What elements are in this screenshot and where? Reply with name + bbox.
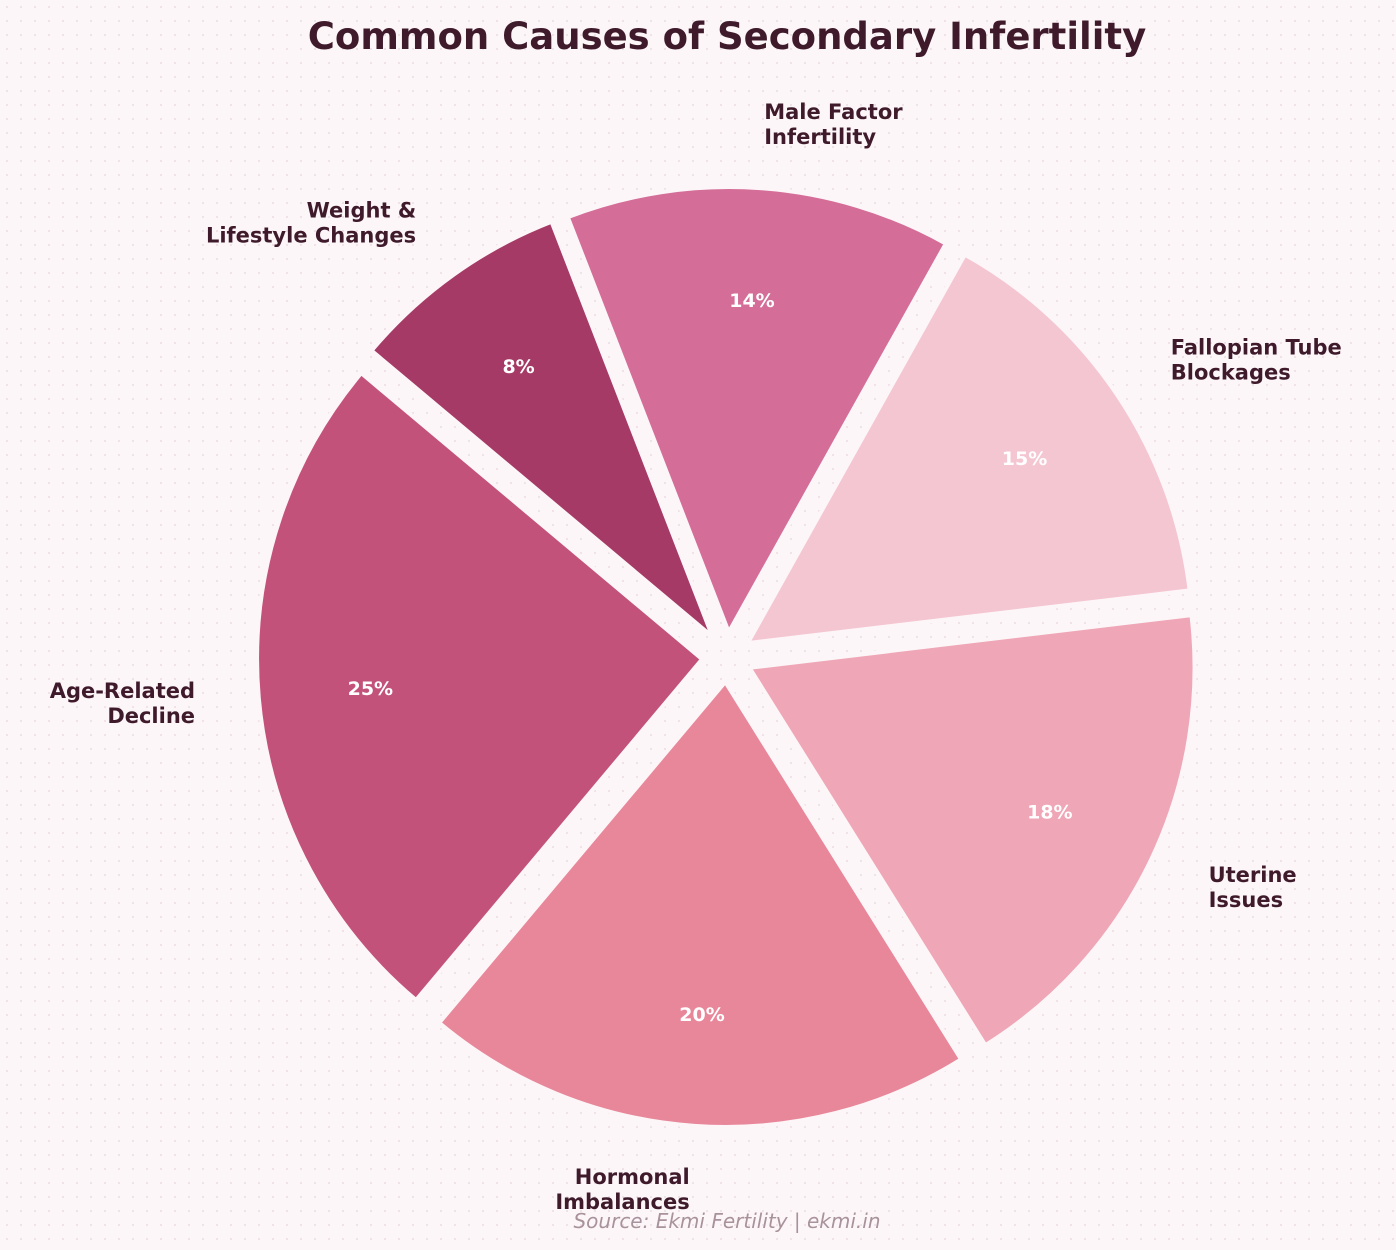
pie-slice xyxy=(746,612,1197,1048)
slice-category-label: Age-Related xyxy=(50,679,195,703)
slice-category-label: Male Factor xyxy=(764,100,903,124)
slice-percent-label: 14% xyxy=(729,290,774,312)
slice-category-label: Lifestyle Changes xyxy=(206,223,416,247)
slice-percent-label: 18% xyxy=(1027,802,1072,824)
slice-category-label: Weight & xyxy=(307,198,417,222)
slices-group xyxy=(255,185,1197,1129)
slice-category-label: Blockages xyxy=(1171,360,1291,384)
slice-category-label: Decline xyxy=(107,704,195,728)
slice-percent-label: 8% xyxy=(502,356,534,378)
pie-slice xyxy=(565,185,949,637)
slice-category-label: Hormonal xyxy=(575,1165,690,1189)
slice-category-label: Uterine xyxy=(1209,863,1297,887)
pie-slice xyxy=(436,678,964,1129)
slice-percent-label: 25% xyxy=(348,678,393,700)
chart-title: Common Causes of Secondary Infertility xyxy=(308,15,1146,58)
slice-percent-label: 15% xyxy=(1002,448,1047,470)
slice-category-label: Infertility xyxy=(764,125,876,149)
source-note: Source: Ekmi Fertility | ekmi.in xyxy=(573,1209,880,1233)
pie-slice xyxy=(744,251,1192,646)
slice-category-label: Fallopian Tube xyxy=(1171,335,1342,359)
pie-slice xyxy=(255,370,705,1003)
pie-slice xyxy=(368,219,715,639)
slice-category-label: Imbalances xyxy=(555,1190,689,1214)
slice-category-label: Issues xyxy=(1209,888,1284,912)
slice-percent-label: 20% xyxy=(679,1004,724,1026)
